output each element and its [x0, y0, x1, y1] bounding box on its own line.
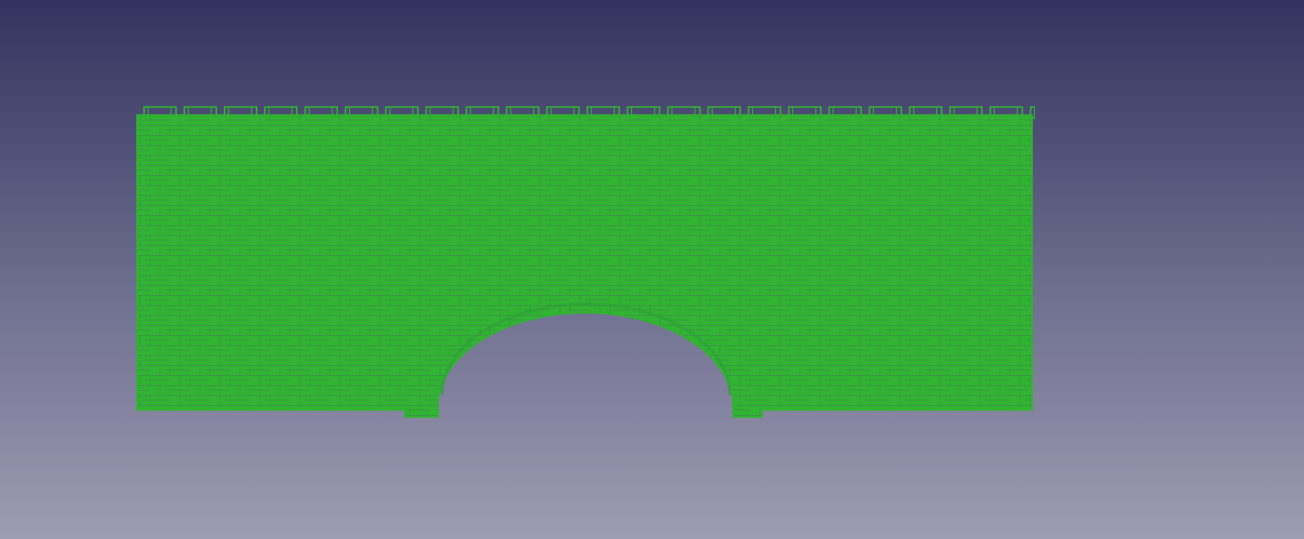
arch-edge: [440, 302, 732, 396]
